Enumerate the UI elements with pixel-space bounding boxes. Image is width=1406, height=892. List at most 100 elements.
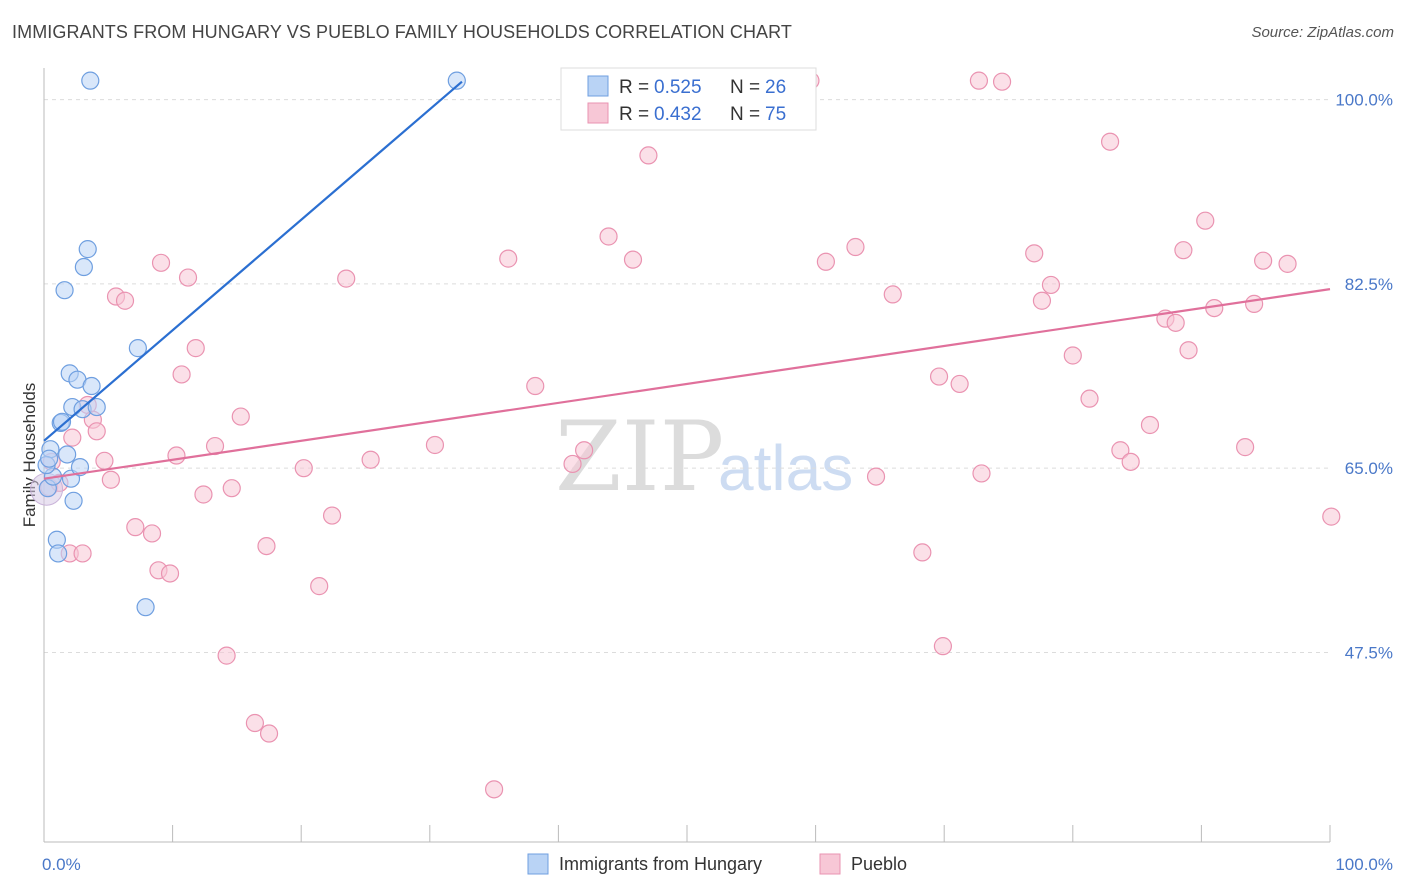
point-pueblo-34 — [361, 450, 380, 469]
x-tick-labels: 0.0% 100.0% — [42, 855, 1393, 874]
point-pueblo-13 — [126, 518, 145, 537]
point-pueblo-52 — [950, 374, 969, 394]
point-pueblo-25 — [222, 479, 241, 498]
chart-title: IMMIGRANTS FROM HUNGARY VS PUEBLO FAMILY… — [12, 22, 793, 42]
chart-source: Source: ZipAtlas.com — [1251, 24, 1394, 41]
point-pueblo-41 — [599, 227, 618, 246]
point-pueblo-32 — [322, 506, 342, 525]
point-pueblo-12 — [115, 291, 135, 310]
point-pueblo-36 — [485, 780, 504, 799]
point-pueblo-42 — [623, 250, 643, 269]
point-pueblo-72 — [1245, 294, 1264, 313]
point-pueblo-55 — [992, 72, 1012, 91]
point-hungary-7 — [55, 281, 74, 300]
point-pueblo-54 — [972, 464, 991, 483]
point-pueblo-38 — [526, 376, 545, 396]
point-pueblo-28 — [257, 536, 276, 556]
point-pueblo-67 — [1174, 241, 1193, 260]
point-pueblo-16 — [151, 253, 171, 272]
point-pueblo-39 — [563, 454, 582, 474]
point-pueblo-19 — [172, 365, 191, 384]
watermark-atlas: atlas — [718, 432, 853, 504]
point-hungary-18 — [82, 376, 101, 396]
bottom-legend-label-pueblo: Pueblo — [851, 854, 907, 874]
point-pueblo-14 — [142, 524, 162, 543]
point-pueblo-46 — [846, 237, 865, 257]
point-pueblo-68 — [1179, 341, 1198, 360]
point-hungary-23 — [447, 71, 466, 90]
point-pueblo-20 — [178, 268, 198, 287]
series-legend: Immigrants from Hungary Pueblo — [527, 853, 907, 875]
point-pueblo-62 — [1111, 441, 1130, 460]
point-pueblo-48 — [883, 285, 902, 304]
point-pueblo-33 — [337, 269, 356, 288]
point-pueblo-61 — [1100, 132, 1120, 151]
point-pueblo-27 — [245, 713, 265, 733]
point-pueblo-26 — [231, 407, 250, 426]
legend-swatch-pueblo — [587, 102, 609, 124]
point-pueblo-30 — [294, 459, 313, 478]
point-hungary-19 — [81, 71, 100, 90]
x-tick-label-1: 100.0% — [1335, 855, 1393, 874]
point-hungary-20 — [87, 397, 106, 417]
point-hungary-25 — [40, 449, 59, 468]
stats-legend: R = 0.525 N = 26 R = 0.432 N = 75 — [560, 67, 817, 131]
y-tick-label-3: 47.5% — [1345, 643, 1393, 662]
axes — [43, 68, 1331, 843]
point-pueblo-49 — [913, 543, 932, 562]
legend-r-value-pueblo: 0.432 — [654, 104, 702, 125]
y-axis-label: Family Households — [20, 383, 39, 528]
point-pueblo-10 — [101, 470, 120, 489]
y-tick-label-1: 82.5% — [1345, 275, 1393, 294]
legend-r-label-pueblo: R = — [619, 104, 649, 125]
point-hungary-14 — [70, 458, 90, 477]
bottom-legend-label-hungary: Immigrants from Hungary — [559, 854, 762, 874]
point-pueblo-9 — [95, 451, 114, 470]
point-pueblo-73 — [1254, 251, 1273, 270]
point-pueblo-57 — [1032, 291, 1052, 310]
point-pueblo-5 — [73, 544, 92, 563]
legend-r-value-hungary: 0.525 — [654, 77, 702, 98]
point-pueblo-63 — [1121, 452, 1140, 471]
point-pueblo-18 — [167, 446, 186, 465]
point-hungary-6 — [52, 412, 72, 431]
point-pueblo-74 — [1278, 254, 1297, 273]
legend-n-value-pueblo: 75 — [765, 104, 786, 125]
hungary-points — [37, 71, 466, 617]
point-pueblo-35 — [425, 435, 445, 455]
trend-line-pueblo — [43, 288, 1331, 480]
point-hungary-12 — [64, 491, 83, 510]
point-pueblo-47 — [866, 467, 886, 486]
point-hungary-4 — [49, 544, 68, 563]
point-hungary-8 — [58, 445, 77, 464]
watermark: ZIP atlas — [555, 401, 853, 513]
point-pueblo-37 — [499, 249, 518, 268]
y-tick-label-0: 100.0% — [1335, 91, 1393, 110]
point-pueblo-53 — [969, 71, 989, 90]
point-pueblo-8 — [87, 422, 106, 441]
point-pueblo-24 — [217, 646, 236, 665]
point-pueblo-69 — [1196, 211, 1215, 230]
point-pueblo-51 — [933, 637, 953, 656]
point-pueblo-56 — [1025, 244, 1044, 263]
point-hungary-22 — [136, 598, 155, 617]
bottom-legend-swatch-hungary — [527, 853, 549, 875]
legend-n-value-hungary: 26 — [765, 77, 786, 98]
point-hungary-16 — [74, 257, 93, 277]
point-pueblo-45 — [816, 252, 835, 271]
grid-lines — [44, 99, 1330, 653]
point-hungary-21 — [128, 339, 147, 358]
point-hungary-17 — [78, 240, 97, 259]
legend-swatch-hungary — [587, 75, 609, 97]
point-pueblo-71 — [1236, 438, 1255, 457]
legend-n-label-hungary: N = — [730, 77, 760, 98]
y-tick-label-2: 65.0% — [1345, 459, 1393, 478]
point-pueblo-60 — [1080, 389, 1099, 408]
y-tick-labels: 100.0% 82.5% 65.0% 47.5% — [1335, 91, 1393, 663]
trend-line-hungary — [43, 80, 463, 442]
point-pueblo-40 — [575, 441, 594, 460]
point-pueblo-21 — [186, 339, 205, 358]
point-pueblo-31 — [310, 577, 329, 596]
legend-r-label-hungary: R = — [619, 77, 649, 98]
